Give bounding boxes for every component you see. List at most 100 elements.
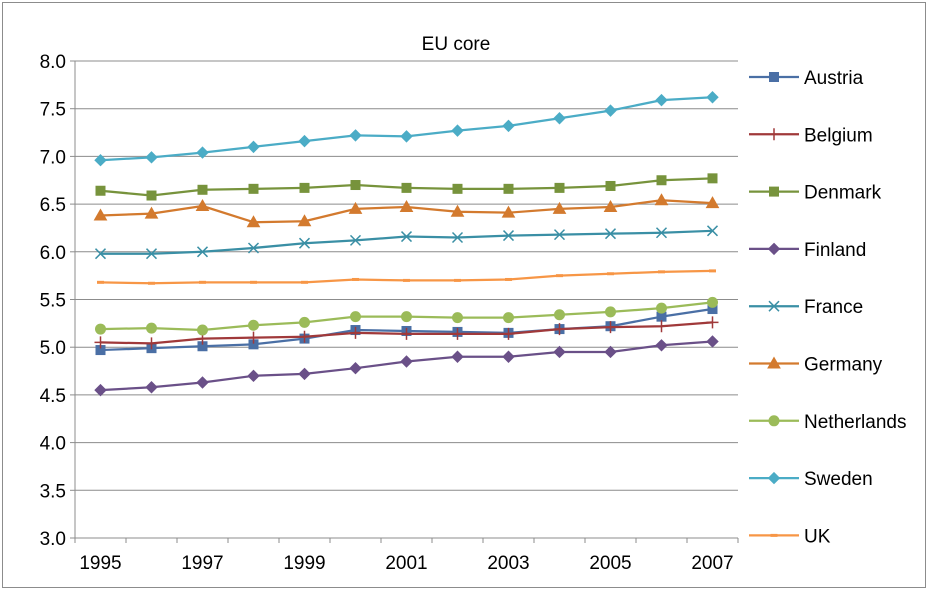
y-tick-label: 7.0 xyxy=(40,147,66,168)
legend-marker xyxy=(769,72,779,82)
data-point-france xyxy=(298,237,311,249)
data-point-uk xyxy=(301,280,308,284)
data-point-france xyxy=(706,225,719,237)
data-point-finland xyxy=(196,376,209,389)
x-tick-label: 2005 xyxy=(589,553,631,574)
series-sweden xyxy=(94,91,719,167)
legend-label: Sweden xyxy=(804,469,873,490)
data-point-finland xyxy=(655,339,668,352)
data-point-denmark xyxy=(707,173,718,184)
legend-marker xyxy=(770,533,778,537)
legend-label: Finland xyxy=(804,240,866,261)
data-point-france xyxy=(196,246,209,258)
y-tick-label: 7.5 xyxy=(40,100,66,121)
data-point-sweden xyxy=(553,112,566,125)
data-point-uk xyxy=(403,278,410,282)
data-point-sweden xyxy=(706,91,719,104)
x-tick-label: 1995 xyxy=(79,553,121,574)
data-point-belgium xyxy=(349,326,362,339)
data-point-denmark xyxy=(503,183,514,194)
series-germany xyxy=(93,193,720,228)
data-point-germany xyxy=(399,199,414,212)
legend-item-france: France xyxy=(749,297,863,318)
data-point-denmark xyxy=(299,182,310,193)
data-point-germany xyxy=(195,199,210,212)
data-point-finland xyxy=(553,345,566,359)
data-point-denmark xyxy=(95,185,106,196)
data-point-germany xyxy=(348,201,363,214)
y-tick-label: 5.0 xyxy=(40,338,66,359)
legend-label: France xyxy=(804,297,863,318)
data-point-finland xyxy=(298,367,311,381)
data-point-france xyxy=(400,231,413,243)
data-point-finland xyxy=(502,350,515,363)
data-point-denmark xyxy=(452,183,463,194)
data-point-france xyxy=(145,248,158,260)
x-tick-label: 1997 xyxy=(181,553,223,574)
data-point-belgium xyxy=(604,321,617,334)
data-point-germany xyxy=(297,214,312,227)
series-finland xyxy=(94,335,719,397)
data-point-uk xyxy=(505,277,512,281)
data-point-france xyxy=(451,231,464,244)
legend-marker xyxy=(767,356,781,369)
data-point-finland xyxy=(451,350,464,363)
data-point-belgium xyxy=(706,316,719,329)
data-point-france xyxy=(349,234,362,246)
data-point-denmark xyxy=(146,190,157,201)
data-point-netherlands xyxy=(350,311,361,323)
data-point-finland xyxy=(400,355,413,368)
data-point-germany xyxy=(654,193,669,206)
data-point-netherlands xyxy=(605,306,616,318)
data-point-germany xyxy=(705,196,720,209)
data-point-belgium xyxy=(298,330,311,343)
legend-item-germany: Germany xyxy=(749,355,883,376)
data-point-germany xyxy=(246,215,261,228)
data-point-netherlands xyxy=(656,302,667,314)
legend-label: Netherlands xyxy=(804,412,906,433)
data-point-uk xyxy=(148,281,155,285)
data-point-germany xyxy=(93,208,108,221)
legend-item-netherlands: Netherlands xyxy=(749,412,906,433)
data-point-france xyxy=(502,230,515,242)
data-point-denmark xyxy=(350,180,361,191)
data-point-netherlands xyxy=(554,309,565,321)
data-point-sweden xyxy=(400,130,413,143)
data-point-belgium xyxy=(145,337,158,350)
y-tick-label: 5.5 xyxy=(40,291,66,312)
legend-marker xyxy=(769,186,779,197)
legend-marker xyxy=(768,128,780,141)
legend-label: Austria xyxy=(804,68,864,89)
legend-item-uk: UK xyxy=(749,526,831,547)
data-point-belgium xyxy=(553,323,566,336)
data-point-finland xyxy=(94,383,107,397)
data-point-netherlands xyxy=(197,324,208,336)
x-tick-label: 2007 xyxy=(691,553,733,574)
legend-marker xyxy=(768,300,780,312)
data-point-uk xyxy=(454,278,461,282)
legend-item-denmark: Denmark xyxy=(749,183,882,204)
legend-marker xyxy=(767,471,781,485)
data-point-belgium xyxy=(400,327,413,340)
data-point-netherlands xyxy=(299,316,310,328)
data-point-sweden xyxy=(451,124,464,137)
data-point-france xyxy=(655,227,668,239)
legend-marker xyxy=(767,242,781,256)
data-point-france xyxy=(604,228,617,240)
data-point-uk xyxy=(607,272,614,276)
data-point-germany xyxy=(501,205,516,218)
data-point-sweden xyxy=(145,151,158,164)
legend-item-belgium: Belgium xyxy=(749,125,873,146)
data-point-netherlands xyxy=(401,311,412,323)
data-point-sweden xyxy=(604,104,617,117)
data-point-sweden xyxy=(655,93,668,107)
data-point-netherlands xyxy=(95,323,106,335)
legend: Austria Belgium Denmark Finland France German… xyxy=(749,68,906,547)
data-point-denmark xyxy=(656,175,667,186)
chart-title: EU core xyxy=(422,34,491,55)
data-point-germany xyxy=(552,201,567,214)
y-tick-label: 6.5 xyxy=(40,195,66,216)
legend-item-finland: Finland xyxy=(749,240,866,261)
legend-label: Belgium xyxy=(804,125,873,146)
